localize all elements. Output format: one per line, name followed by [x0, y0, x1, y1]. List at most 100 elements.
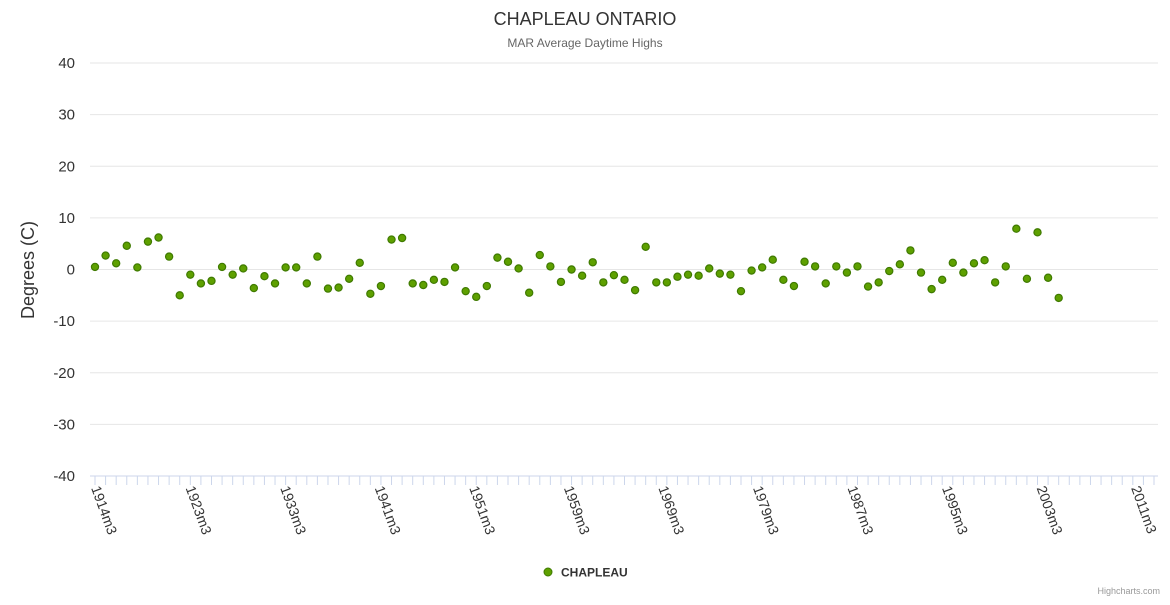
data-point[interactable] [567, 265, 576, 274]
data-point[interactable] [885, 266, 894, 276]
data-point[interactable] [419, 280, 428, 290]
data-point[interactable] [239, 264, 248, 273]
data-point[interactable] [683, 270, 693, 279]
data-point[interactable] [90, 262, 100, 272]
data-point[interactable] [122, 241, 131, 250]
data-point[interactable] [789, 281, 799, 291]
credits-link[interactable]: Highcharts.com [1097, 586, 1160, 596]
legend-marker [543, 567, 553, 577]
data-point[interactable] [726, 270, 735, 279]
data-point[interactable] [154, 233, 163, 242]
data-point[interactable] [111, 259, 121, 268]
y-axis-title: Degrees (C) [18, 221, 38, 319]
data-point[interactable] [503, 257, 513, 266]
data-point[interactable] [408, 279, 417, 288]
data-point[interactable] [969, 259, 979, 268]
data-point[interactable] [906, 246, 915, 255]
data-point[interactable] [175, 291, 184, 300]
data-point[interactable] [673, 272, 682, 281]
data-point[interactable] [260, 272, 269, 281]
data-point[interactable] [1022, 274, 1032, 283]
data-point[interactable] [641, 242, 650, 251]
data-point[interactable] [1054, 293, 1063, 303]
data-point[interactable] [1001, 262, 1010, 271]
data-point[interactable] [366, 289, 375, 298]
data-point[interactable] [164, 252, 174, 261]
data-point[interactable] [1012, 224, 1021, 233]
data-point[interactable] [101, 251, 110, 260]
data-point[interactable] [196, 279, 206, 288]
data-point[interactable] [313, 252, 322, 261]
data-point[interactable] [546, 262, 555, 271]
data-point[interactable] [387, 235, 396, 244]
data-point[interactable] [344, 274, 354, 283]
data-point[interactable] [270, 279, 280, 288]
data-point[interactable] [323, 284, 333, 293]
data-point[interactable] [535, 250, 544, 260]
data-point[interactable] [493, 253, 502, 262]
data-point[interactable] [292, 263, 301, 272]
data-point[interactable] [948, 258, 957, 267]
data-point[interactable] [779, 275, 788, 285]
data-point[interactable] [938, 275, 947, 285]
data-point[interactable] [249, 283, 259, 293]
data-point[interactable] [450, 263, 460, 272]
data-point[interactable] [874, 278, 883, 287]
data-point[interactable] [397, 233, 407, 243]
data-point[interactable] [143, 237, 153, 246]
data-point[interactable] [577, 271, 587, 280]
data-point[interactable] [599, 278, 608, 287]
y-tick-label: 30 [58, 107, 75, 124]
data-point[interactable] [990, 278, 1000, 287]
data-point[interactable] [916, 268, 926, 277]
data-point[interactable] [228, 270, 237, 279]
data-point[interactable] [853, 262, 862, 271]
data-point[interactable] [832, 262, 841, 271]
data-point[interactable] [715, 269, 725, 278]
data-point[interactable] [810, 262, 820, 271]
data-point[interactable] [334, 283, 343, 292]
data-point[interactable] [662, 278, 672, 287]
data-point[interactable] [461, 286, 470, 296]
data-point[interactable] [472, 292, 481, 302]
data-point[interactable] [705, 264, 714, 273]
data-point[interactable] [620, 275, 629, 285]
data-point[interactable] [757, 263, 767, 272]
data-point[interactable] [376, 281, 386, 291]
data-point[interactable] [842, 268, 852, 277]
data-point[interactable] [429, 275, 439, 285]
data-point[interactable] [694, 271, 703, 280]
data-point[interactable] [609, 270, 619, 280]
data-point[interactable] [440, 277, 449, 287]
data-point[interactable] [207, 276, 216, 286]
data-point[interactable] [588, 258, 597, 267]
chart-title: CHAPLEAU ONTARIO [494, 9, 677, 29]
data-point[interactable] [652, 278, 661, 287]
data-point[interactable] [355, 258, 364, 267]
data-point[interactable] [927, 284, 936, 294]
data-point[interactable] [959, 268, 968, 277]
data-point[interactable] [524, 288, 534, 297]
data-point[interactable] [980, 256, 989, 265]
data-point[interactable] [302, 279, 311, 288]
legend-label[interactable]: CHAPLEAU [561, 566, 628, 580]
data-point[interactable] [556, 277, 566, 287]
data-point[interactable] [217, 262, 227, 272]
data-point[interactable] [747, 266, 756, 275]
data-point[interactable] [281, 263, 290, 272]
data-point[interactable] [133, 263, 142, 272]
data-point[interactable] [821, 279, 830, 288]
data-point[interactable] [186, 270, 195, 279]
data-point[interactable] [863, 282, 873, 291]
data-point[interactable] [736, 286, 746, 296]
legend[interactable]: CHAPLEAU [543, 566, 628, 580]
data-point[interactable] [895, 260, 905, 269]
data-point[interactable] [514, 264, 523, 273]
data-point[interactable] [768, 255, 777, 264]
data-point[interactable] [482, 281, 492, 291]
data-point[interactable] [1033, 228, 1042, 237]
data-point[interactable] [800, 257, 809, 266]
data-point[interactable] [1043, 273, 1053, 282]
data-point[interactable] [630, 285, 640, 295]
